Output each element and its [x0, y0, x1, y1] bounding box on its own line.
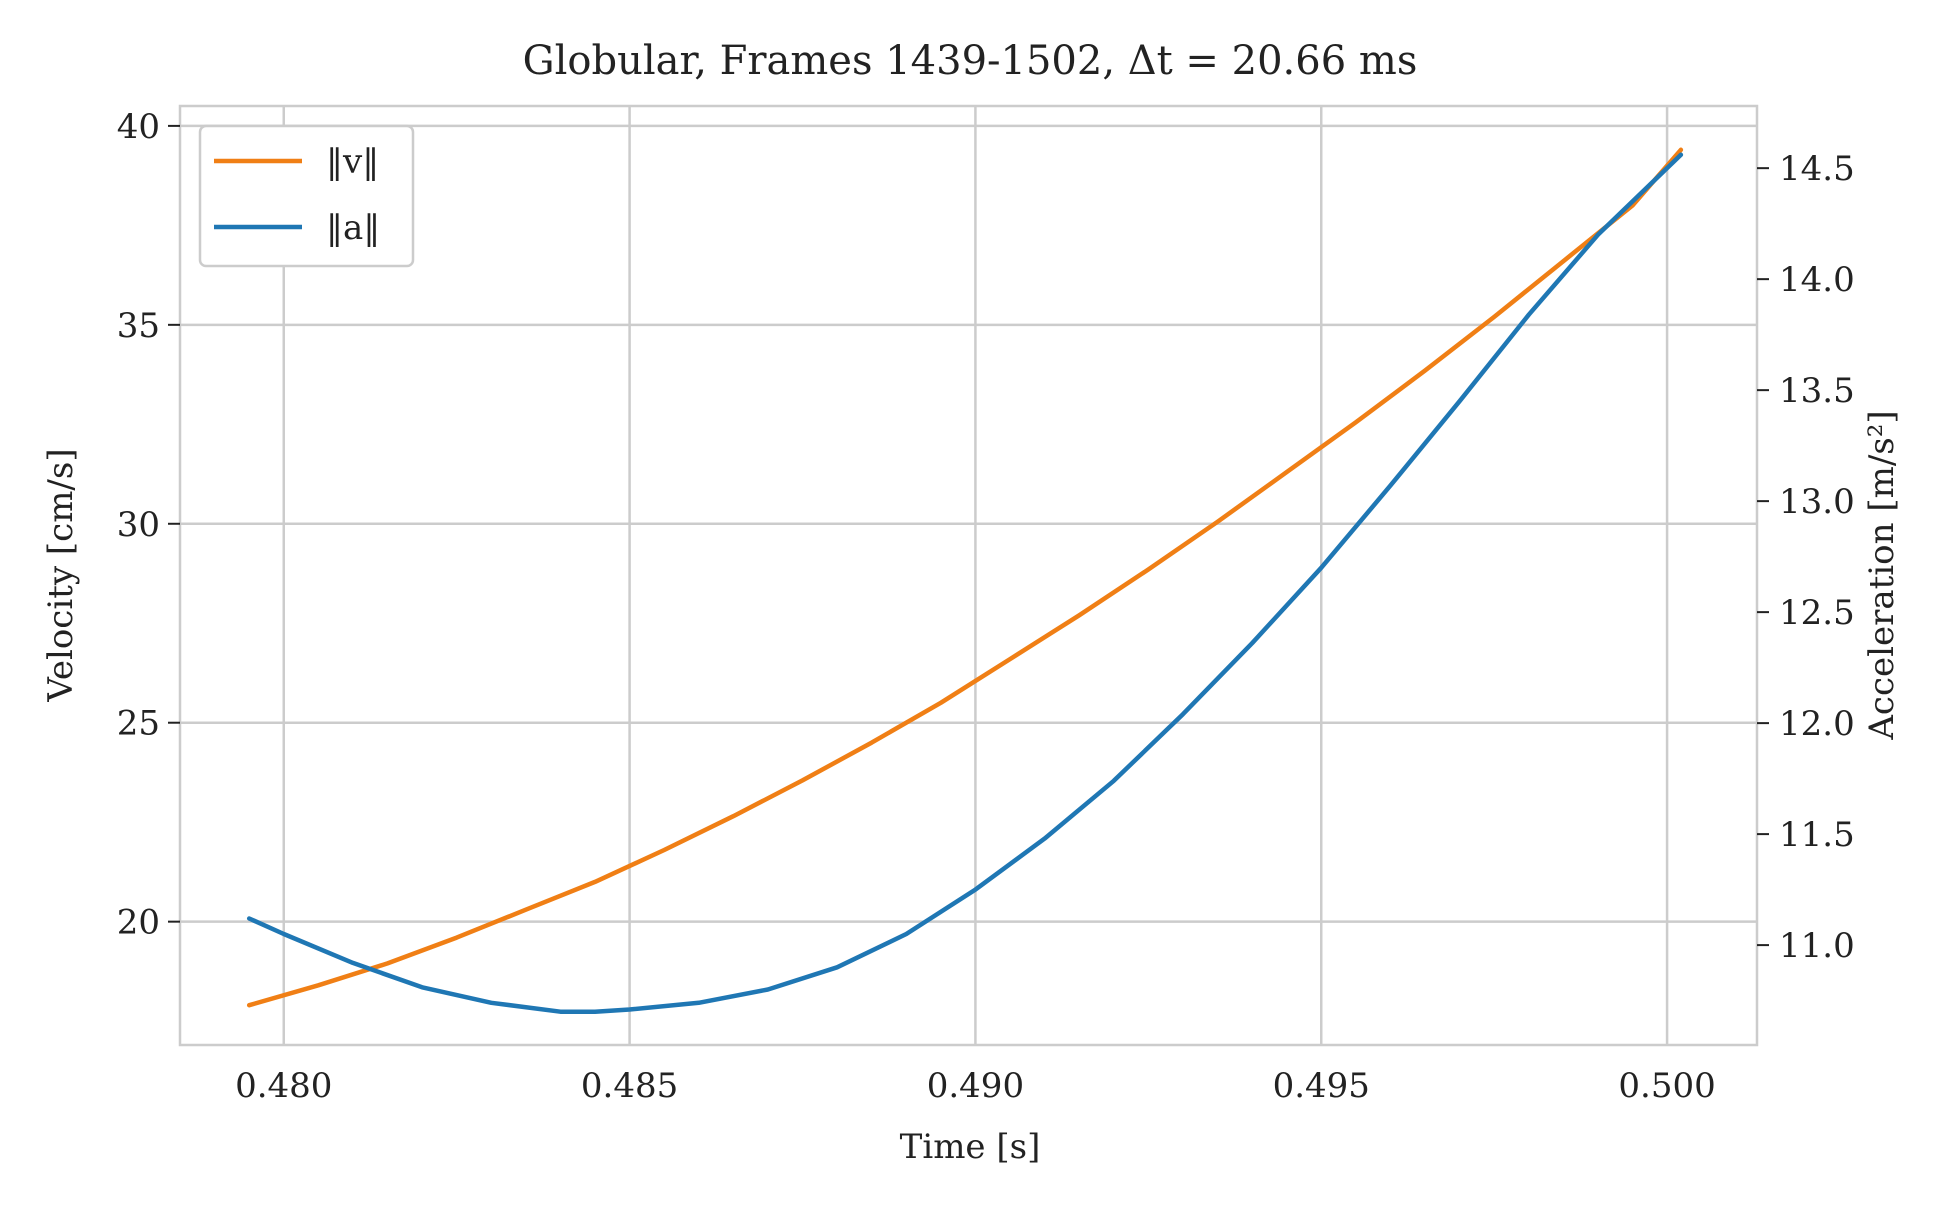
y-right-tick-label: 13.5	[1779, 371, 1855, 411]
x-axis: 0.480 0.485 0.490 0.495 0.500	[235, 1066, 1716, 1106]
y-right-tick-label: 14.5	[1779, 149, 1855, 189]
x-tick-label: 0.495	[1273, 1066, 1370, 1106]
legend: ‖v‖ ‖a‖	[198, 124, 415, 268]
y-axis-left-title: Velocity [cm/s]	[41, 448, 81, 702]
y-right-tick-label: 12.5	[1779, 593, 1855, 633]
y-right-tick-label: 11.0	[1779, 926, 1855, 966]
legend-label: ‖v‖	[326, 142, 379, 182]
y-left-tick-label: 20	[117, 903, 160, 943]
y-left-tick-label: 30	[117, 505, 160, 545]
chart-title: Globular, Frames 1439-1502, Δt = 20.66 m…	[523, 38, 1418, 84]
grid	[180, 106, 1757, 1045]
x-axis-title: Time [s]	[900, 1127, 1041, 1167]
y-right-tick-label: 11.5	[1779, 815, 1855, 855]
legend-label: ‖a‖	[326, 208, 380, 248]
x-tick-label: 0.485	[581, 1066, 678, 1106]
y-axis-left: 20 25 30 35 40	[117, 107, 180, 943]
y-right-tick-label: 14.0	[1779, 260, 1855, 300]
y-right-tick-label: 13.0	[1779, 482, 1855, 522]
legend-box	[198, 124, 415, 268]
y-left-tick-label: 40	[117, 107, 160, 147]
y-axis-right-title: Acceleration [m/s²]	[1862, 410, 1902, 740]
y-axis-right: 11.0 11.5 12.0 12.5 13.0 13.5 14.0 14.5	[1757, 149, 1855, 966]
series-layer	[246, 147, 1684, 1014]
x-tick-label: 0.490	[927, 1066, 1024, 1106]
x-tick-label: 0.480	[235, 1066, 332, 1106]
y-left-tick-label: 25	[117, 704, 160, 744]
x-tick-label: 0.500	[1618, 1066, 1715, 1106]
plot-frame	[178, 104, 1759, 1047]
y-left-tick-label: 35	[117, 306, 160, 346]
y-right-tick-label: 12.0	[1779, 704, 1855, 744]
series-line-velocity	[246, 147, 1684, 1008]
series-line-acceleration	[246, 152, 1684, 1014]
